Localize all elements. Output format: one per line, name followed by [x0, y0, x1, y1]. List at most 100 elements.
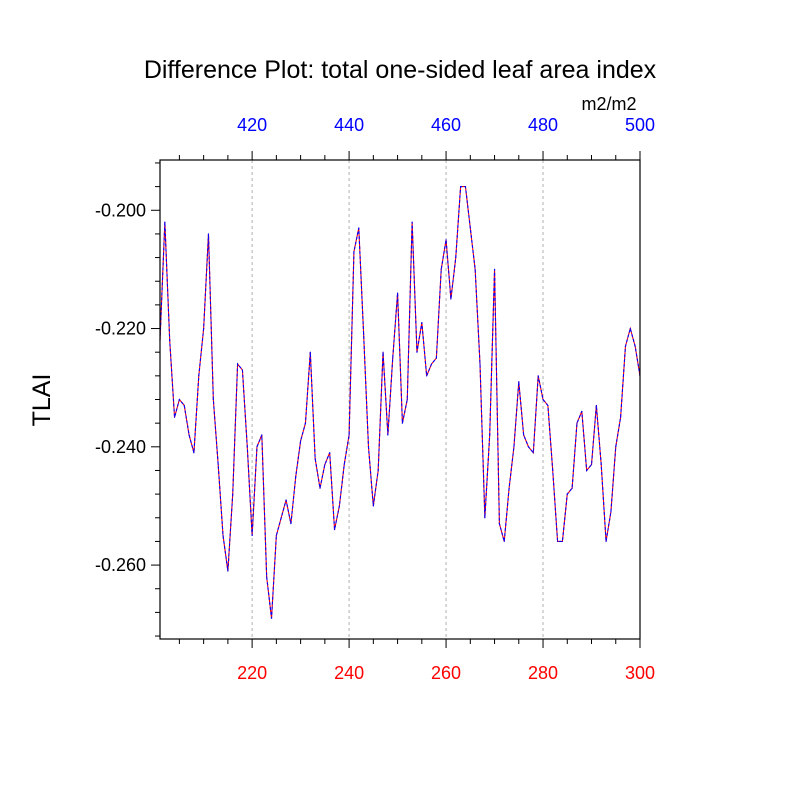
data-point: [615, 446, 617, 448]
data-point: [203, 327, 205, 330]
data-point: [624, 345, 627, 347]
data-point: [396, 292, 399, 294]
data-point: [552, 469, 554, 472]
data-point: [426, 375, 428, 377]
data-point: [358, 227, 360, 229]
data-point: [232, 493, 234, 495]
data-point: [547, 404, 549, 407]
data-point: [484, 517, 486, 519]
data-point: [455, 256, 457, 259]
data-point: [581, 410, 583, 412]
axes: 220 240 260 280 300 420 440 460 480 500 -0.200 -0.2…: [95, 115, 655, 683]
data-point: [353, 251, 355, 253]
data-point: [329, 452, 331, 454]
data-point: [164, 221, 166, 223]
data-point: [411, 221, 413, 223]
data-point: [576, 422, 578, 424]
data-point: [348, 434, 350, 436]
data-point: [440, 268, 442, 271]
data-point: [493, 268, 496, 271]
data-point: [508, 487, 510, 489]
x-bottom-tick-label: 220: [237, 663, 267, 683]
data-series: [159, 186, 641, 619]
data-point: [251, 534, 253, 537]
data-point: [435, 357, 437, 359]
data-point: [285, 499, 287, 501]
data-point: [295, 475, 297, 477]
data-point: [595, 404, 597, 407]
plot-frame: [159, 159, 641, 640]
data-point: [542, 398, 544, 401]
data-point: [634, 345, 636, 347]
data-point: [217, 463, 219, 466]
data-point: [401, 422, 404, 424]
data-point: [319, 487, 321, 489]
data-point: [503, 540, 505, 543]
x-top-tick-label: 460: [431, 115, 461, 135]
data-point: [363, 333, 365, 336]
x-top-tick-label: 480: [528, 115, 558, 135]
data-point: [266, 576, 268, 578]
x-bottom-tick-label: 240: [334, 663, 364, 683]
data-point: [343, 463, 345, 466]
data-point: [498, 523, 500, 525]
data-point: [450, 298, 452, 300]
data-point: [406, 398, 408, 401]
data-point: [464, 186, 467, 188]
data-point: [527, 446, 530, 448]
data-point: [246, 446, 248, 448]
data-point: [198, 375, 200, 377]
data-point: [290, 523, 292, 525]
series-line-red: [159, 186, 641, 619]
x-top-tick-label: 500: [625, 115, 655, 135]
data-point: [241, 369, 244, 371]
data-point: [382, 351, 384, 353]
data-point: [227, 570, 229, 572]
data-point: [372, 505, 374, 507]
data-point: [445, 239, 447, 241]
data-point: [261, 434, 263, 436]
data-point: [280, 517, 282, 519]
data-point: [338, 505, 340, 507]
data-point: [256, 446, 258, 448]
data-point: [367, 446, 370, 448]
data-point: [300, 440, 302, 442]
data-point: [629, 327, 631, 330]
data-point: [324, 463, 326, 466]
data-point: [416, 351, 418, 353]
data-point: [479, 363, 481, 365]
data-point: [460, 186, 462, 188]
series-line-blue: [159, 186, 641, 619]
data-point: [421, 322, 423, 324]
data-point: [610, 511, 612, 513]
data-point: [392, 357, 394, 359]
data-point: [590, 463, 593, 466]
data-point: [309, 351, 311, 353]
data-point: [571, 487, 573, 489]
data-point: [518, 381, 520, 383]
y-tick-label: -0.200: [95, 200, 146, 220]
data-point: [523, 434, 525, 436]
data-point: [314, 458, 316, 460]
data-point: [387, 434, 389, 436]
data-point: [561, 540, 564, 543]
y-tick-label: -0.220: [95, 319, 146, 339]
data-point: [377, 469, 379, 472]
data-point: [469, 227, 471, 229]
y-tick-label: -0.260: [95, 555, 146, 575]
data-point: [586, 469, 588, 472]
data-point: [275, 534, 277, 537]
data-point: [600, 463, 602, 466]
data-point: [178, 398, 180, 401]
grid-lines: [251, 160, 544, 639]
data-point: [430, 363, 433, 365]
data-point: [333, 528, 336, 531]
data-point: [222, 534, 224, 537]
data-point: [212, 398, 214, 401]
data-point: [537, 375, 539, 377]
units-label: m2/m2: [581, 94, 636, 114]
data-point: [304, 422, 307, 424]
data-point: [173, 416, 176, 418]
data-point: [474, 268, 476, 271]
